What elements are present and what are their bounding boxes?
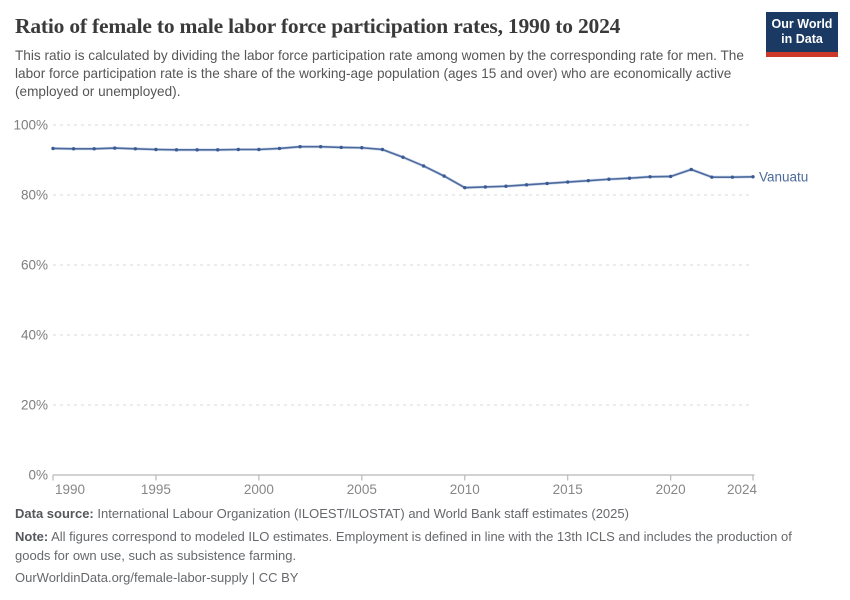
x-axis-label: 2000 <box>244 482 274 497</box>
y-axis-label: 40% <box>21 328 48 343</box>
data-point[interactable] <box>566 180 570 184</box>
data-point[interactable] <box>174 148 179 152</box>
data-source-line: Data source: International Labour Organi… <box>15 505 805 523</box>
y-axis-label: 80% <box>21 188 48 203</box>
data-point[interactable] <box>442 174 446 178</box>
data-point[interactable] <box>545 181 549 186</box>
data-point[interactable] <box>463 185 467 190</box>
data-point[interactable] <box>236 147 240 152</box>
data-point[interactable] <box>298 145 302 149</box>
source-url-link[interactable]: OurWorldinData.org/female-labor-supply <box>15 570 249 586</box>
data-point[interactable] <box>133 147 138 151</box>
entity-label[interactable]: Vanuatu <box>759 169 808 184</box>
data-point[interactable] <box>421 164 426 168</box>
data-point[interactable] <box>710 175 714 179</box>
x-axis-label: 1995 <box>141 482 171 497</box>
data-point[interactable] <box>113 146 117 150</box>
data-point[interactable] <box>51 146 55 151</box>
owid-logo-line1: Our World <box>771 17 833 31</box>
data-point[interactable] <box>586 178 590 183</box>
x-axis-label: 2020 <box>656 482 686 497</box>
data-point[interactable] <box>71 147 76 151</box>
data-point[interactable] <box>92 147 96 151</box>
data-point[interactable] <box>318 145 323 149</box>
citation-line: OurWorldinData.org/female-labor-supply |… <box>15 569 805 587</box>
data-point[interactable] <box>689 167 693 172</box>
x-axis-label: 2024 <box>727 482 758 497</box>
chart-header: Ratio of female to male labor force part… <box>15 14 760 100</box>
data-point[interactable] <box>730 175 735 179</box>
x-axis-label: 1990 <box>55 482 85 497</box>
series-line-halo <box>52 145 754 190</box>
y-axis-label: 60% <box>21 258 48 273</box>
note-line: Note: All figures correspond to modeled … <box>15 528 805 565</box>
data-point[interactable] <box>154 147 158 152</box>
data-point[interactable] <box>607 177 611 181</box>
note-text: All figures correspond to modeled ILO es… <box>15 529 792 563</box>
owid-logo-line2: in Data <box>781 32 823 47</box>
series-line[interactable] <box>52 145 754 189</box>
y-axis-label: 0% <box>28 468 48 483</box>
note-label: Note: <box>15 529 49 545</box>
data-point[interactable] <box>339 145 343 150</box>
chart-footer: Data source: International Labour Organi… <box>15 505 805 593</box>
data-point[interactable] <box>277 146 282 151</box>
license-label: CC BY <box>258 570 299 586</box>
x-axis-label: 2010 <box>450 482 480 497</box>
chart-title: Ratio of female to male labor force part… <box>15 14 621 38</box>
x-axis-label: 2005 <box>347 482 377 497</box>
data-point[interactable] <box>401 155 405 159</box>
y-axis-label: 100% <box>13 118 48 133</box>
owid-logo[interactable]: Our World in Data <box>766 12 838 57</box>
data-point[interactable] <box>195 148 199 152</box>
data-point[interactable] <box>627 176 632 180</box>
data-source-label: Data source: <box>15 506 94 521</box>
data-point[interactable] <box>524 183 529 187</box>
citation-separator: | <box>248 570 259 586</box>
data-point[interactable] <box>257 147 261 152</box>
data-point[interactable] <box>648 175 652 179</box>
x-axis-label: 2015 <box>553 482 583 497</box>
y-axis-label: 20% <box>21 398 48 413</box>
data-point[interactable] <box>483 185 488 189</box>
data-point[interactable] <box>380 147 385 152</box>
data-point[interactable] <box>668 174 673 179</box>
data-source-text: International Labour Organization (ILOES… <box>97 506 629 521</box>
data-point[interactable] <box>216 148 220 152</box>
data-point[interactable] <box>751 175 755 179</box>
data-point[interactable] <box>504 184 508 188</box>
chart-subtitle: This ratio is calculated by dividing the… <box>15 48 744 99</box>
data-point[interactable] <box>360 146 364 150</box>
